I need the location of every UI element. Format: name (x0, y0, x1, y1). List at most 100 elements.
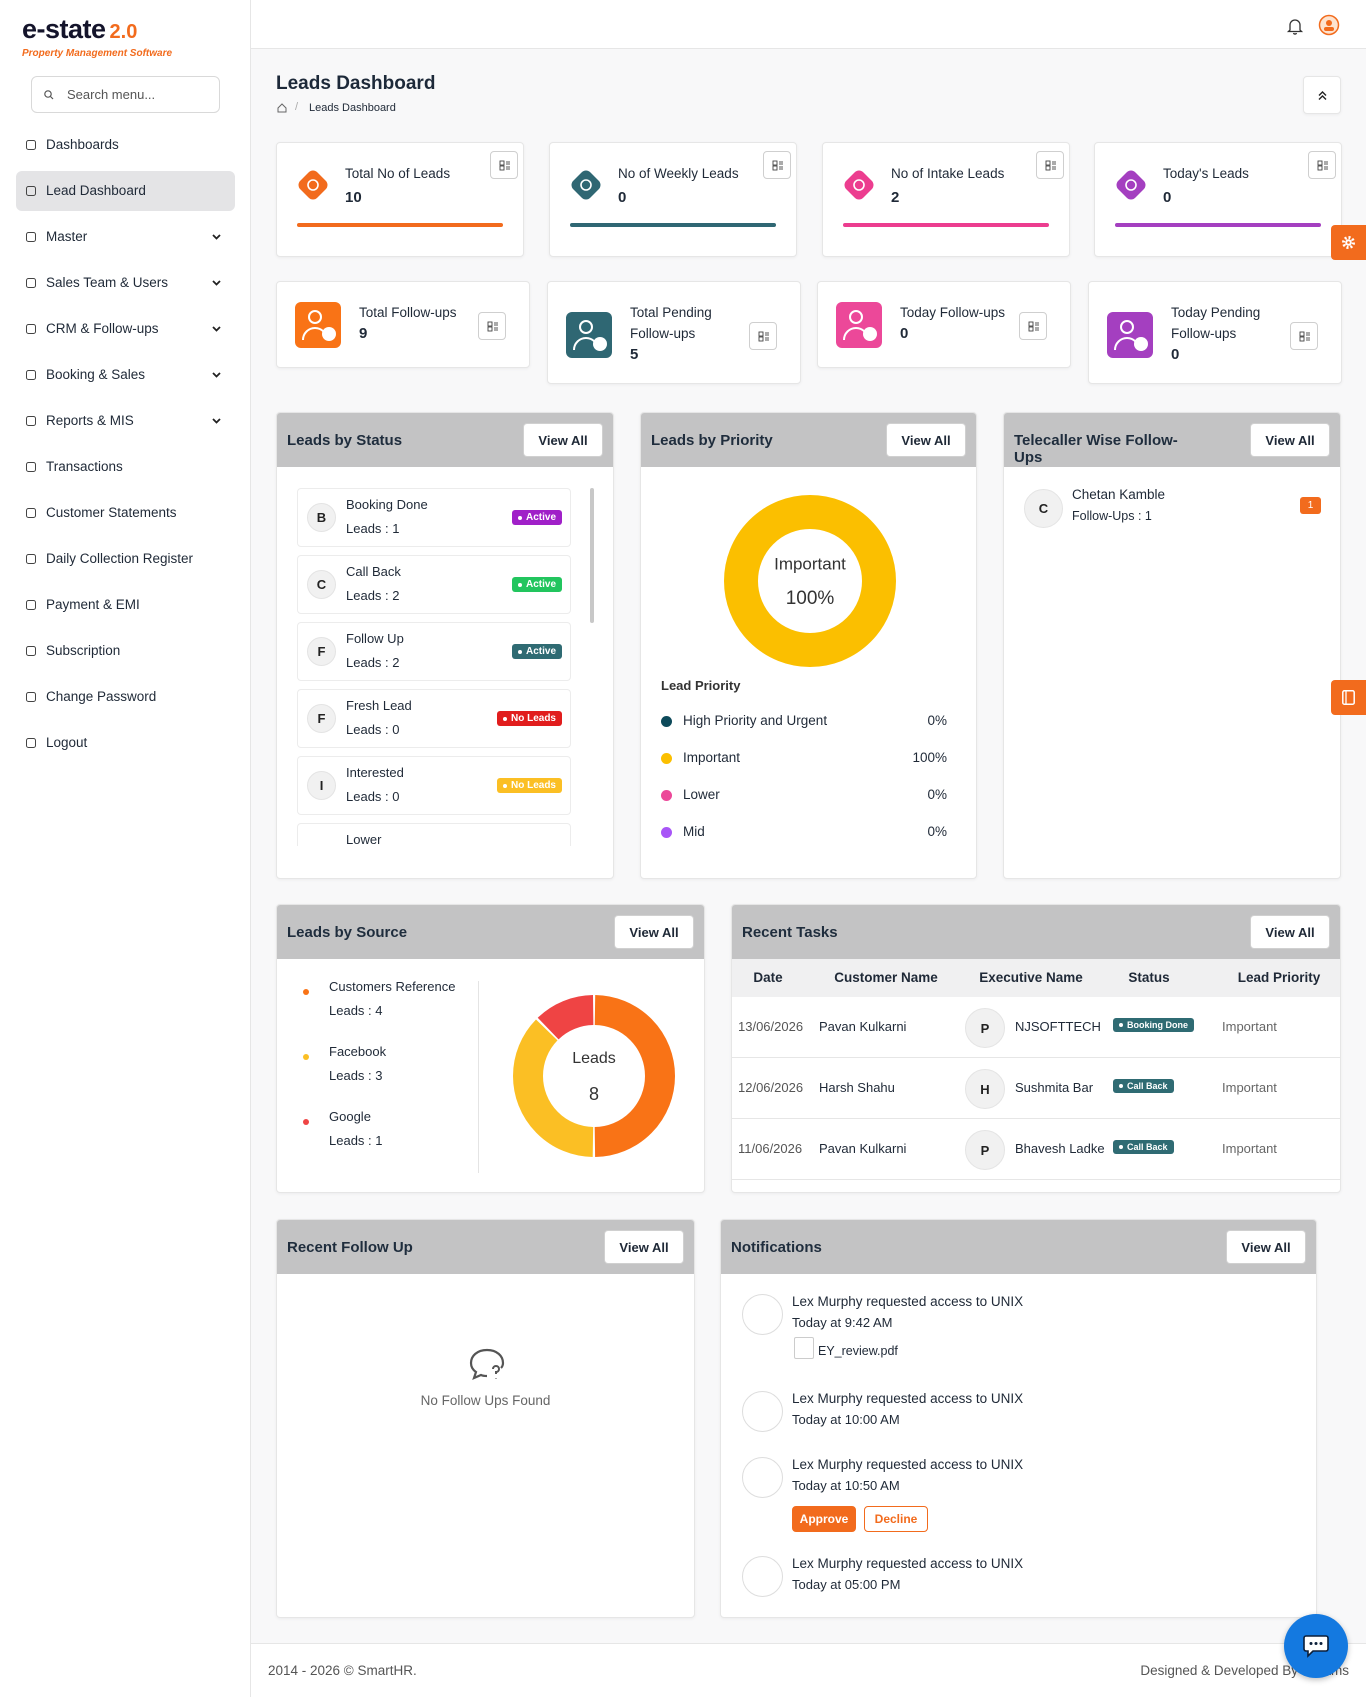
options-icon (487, 321, 498, 332)
view-all-button[interactable]: View All (1250, 423, 1330, 457)
panel-header: Telecaller Wise Follow-Ups View All (1004, 413, 1340, 467)
menu-item[interactable]: Payment & EMI (16, 585, 235, 625)
menu-item[interactable]: Sales Team & Users (16, 263, 235, 303)
followup-icon-bg (1107, 312, 1153, 358)
chat-button[interactable] (1284, 1614, 1348, 1678)
panel-header: Recent Tasks View All (732, 905, 1340, 959)
decline-button[interactable]: Decline (864, 1506, 928, 1532)
followup-label: Today Follow-ups (900, 305, 1006, 320)
followup-value: 0 (1171, 346, 1180, 363)
source-donut: Leads 8 (513, 995, 675, 1157)
followup-icon (1107, 312, 1153, 358)
chevron-shape (212, 418, 221, 424)
options-button[interactable] (763, 151, 791, 179)
status-avatar: F (307, 637, 336, 666)
kpi-value: 0 (1163, 189, 1172, 206)
menu-icon-shape (26, 646, 36, 656)
panel-title: Leads by Status (287, 432, 403, 449)
view-all-button[interactable]: View All (1250, 915, 1330, 949)
legend-value: 100% (912, 750, 947, 765)
panel-title: Leads by Priority (651, 432, 773, 449)
options-button[interactable] (1036, 151, 1064, 179)
options-dot (1299, 336, 1305, 342)
menu-item[interactable]: Logout (16, 723, 235, 763)
status-list: B Booking Done Leads : 1 Active C Call Back Le… (297, 488, 575, 846)
panel-title: Recent Follow Up (287, 1239, 413, 1256)
status-name: Fresh Lead (346, 698, 412, 713)
menu-label: Dashboards (46, 137, 119, 152)
notification-text: Lex Murphy requested access to UNIX (792, 1457, 1024, 1472)
task-customer: Pavan Kulkarni (819, 1019, 907, 1034)
panel-header: Leads by Status View All (277, 413, 613, 467)
menu-icon-shape (26, 416, 36, 426)
panel-title: Notifications (731, 1239, 822, 1256)
task-date: 13/06/2026 (738, 1019, 804, 1034)
followup-icon-head (849, 310, 863, 324)
task-avatar: P (965, 1008, 1005, 1048)
logo: e-state 2.0 (22, 14, 222, 48)
menu-item[interactable]: Lead Dashboard (16, 171, 235, 211)
menu-item[interactable]: Reports & MIS (16, 401, 235, 441)
menu-label: Master (46, 229, 88, 244)
donut-center-value: 8 (589, 1084, 599, 1104)
status-item: F Fresh Lead Leads : 0 No Leads (297, 689, 571, 748)
menu-item[interactable]: Master (16, 217, 235, 257)
telecaller-followups: Follow-Ups : 1 (1072, 509, 1152, 523)
options-button[interactable] (1290, 322, 1318, 350)
options-button[interactable] (1308, 151, 1336, 179)
legend-value: 0% (927, 824, 947, 839)
menu-item[interactable]: CRM & Follow-ups (16, 309, 235, 349)
approve-button[interactable]: Approve (792, 1506, 856, 1532)
view-all-button[interactable]: View All (604, 1230, 684, 1264)
view-all-button[interactable]: View All (886, 423, 966, 457)
legend-title: Lead Priority (661, 678, 741, 693)
followup-icon-head (579, 320, 593, 334)
collapse-button[interactable] (1303, 76, 1341, 114)
settings-button[interactable] (1331, 225, 1366, 260)
collapse-icon (1318, 91, 1327, 100)
menu-item[interactable]: Subscription (16, 631, 235, 671)
notification-text: Lex Murphy requested access to UNIX (792, 1391, 1024, 1406)
status-leads: Leads : 0 (346, 789, 400, 804)
menu-chevron (212, 326, 221, 332)
menu-icon-shape (26, 462, 36, 472)
table-row: 13/06/2026 Pavan Kulkarni P NJSOFTTECH Booki… (732, 997, 1340, 1058)
menu-chevron (212, 234, 221, 240)
options-button[interactable] (478, 312, 506, 340)
menu-icon (26, 278, 36, 288)
legend-dot (661, 716, 672, 727)
menu-icon (26, 646, 36, 656)
panel: Telecaller Wise Follow-Ups View All C Cheta… (1003, 412, 1341, 879)
status-badge: Active (511, 510, 562, 525)
menu-item[interactable]: Customer Statements (16, 493, 235, 533)
options-button[interactable] (490, 151, 518, 179)
panel: Recent Follow Up View All No Follow Ups Fo… (276, 1219, 695, 1618)
options-icon (772, 160, 783, 171)
options-button[interactable] (749, 322, 777, 350)
menu-item[interactable]: Booking & Sales (16, 355, 235, 395)
options-button[interactable] (1019, 312, 1047, 340)
menu-item[interactable]: Transactions (16, 447, 235, 487)
table-row: 12/06/2026 Harsh Shahu H Sushmita Bar Call B… (732, 1058, 1340, 1119)
menu-item[interactable]: Dashboards (16, 125, 235, 165)
menu-label: Change Password (46, 689, 157, 704)
menu-label: Transactions (46, 459, 123, 474)
panel: Leads by Priority View All Important 100% Le… (640, 412, 977, 879)
view-all-button[interactable]: View All (614, 915, 694, 949)
donut-center-value: 100% (786, 588, 835, 609)
attachment-name: EY_review.pdf (818, 1344, 898, 1358)
user-avatar (1318, 14, 1340, 36)
status-badge: Active (511, 644, 562, 659)
empty-icon-bubble (469, 1348, 488, 1380)
menu-item[interactable]: Daily Collection Register (16, 539, 235, 579)
view-all-button[interactable]: View All (1226, 1230, 1306, 1264)
menu-icon (26, 738, 36, 748)
menu-icon-shape (26, 600, 36, 610)
followup-icon-bg (836, 302, 882, 348)
view-all-button[interactable]: View All (523, 423, 603, 457)
layout-button[interactable] (1331, 680, 1366, 715)
source-leads: Leads : 4 (329, 1003, 383, 1018)
menu-item[interactable]: Change Password (16, 677, 235, 717)
search-box[interactable]: Search menu... (31, 76, 220, 113)
empty-icon-bubble-2 (486, 1348, 505, 1369)
